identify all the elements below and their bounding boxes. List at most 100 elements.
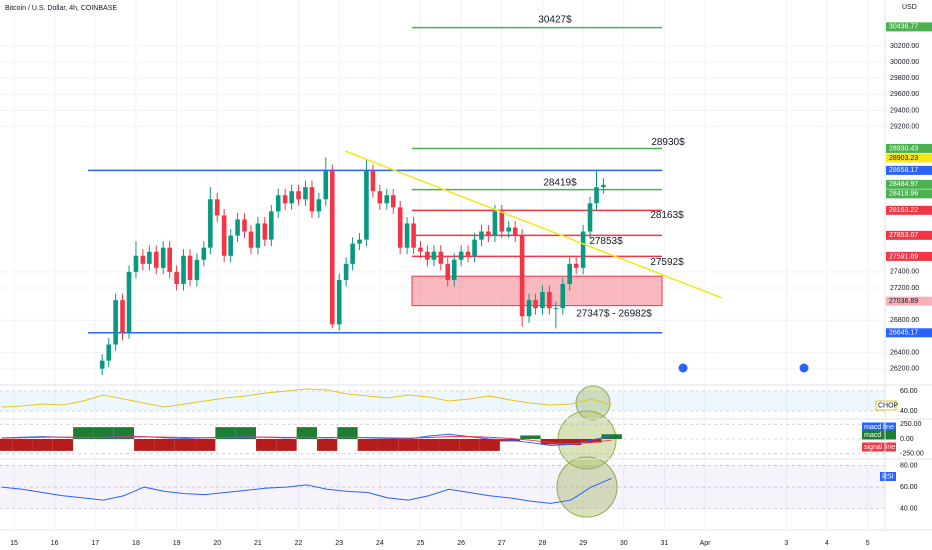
chop-line xyxy=(1,388,612,408)
pane-tick-label: 40.00 xyxy=(900,506,918,513)
macd-tag xyxy=(862,430,896,440)
chop-tag-label: CHOP xyxy=(878,402,899,409)
candle-body xyxy=(451,259,457,280)
price-tag-label: 27036.89 xyxy=(889,298,918,305)
x-tick-label: 27 xyxy=(498,540,506,547)
candle-body xyxy=(390,195,396,208)
zone-label: 27347$ - 26982$ xyxy=(576,308,652,319)
candle-body xyxy=(492,211,498,236)
candle-body xyxy=(377,191,383,204)
level-label: 27592$ xyxy=(650,257,684,268)
candle-body xyxy=(99,360,105,369)
x-tick-label: 3 xyxy=(784,540,788,547)
x-tick-label: 20 xyxy=(213,540,221,547)
price-tag xyxy=(886,251,932,261)
price-tag xyxy=(886,189,932,199)
y-tick-label: 29200.00 xyxy=(890,124,919,131)
event-flag[interactable] xyxy=(677,362,689,374)
macd-bar xyxy=(134,439,155,451)
x-tick-label: 26 xyxy=(457,540,465,547)
level-label: 28930$ xyxy=(651,137,685,148)
candle-body xyxy=(499,211,505,232)
price-tag-label: 28930.43 xyxy=(889,145,918,152)
candle-body xyxy=(560,283,566,309)
macd-tag-label: signal line xyxy=(864,444,895,451)
price-tag-label: 26645.17 xyxy=(889,330,918,337)
x-tick-label: 28 xyxy=(539,540,547,547)
y-tick-label: 26200.00 xyxy=(890,366,919,373)
chop-tag xyxy=(875,400,897,411)
candle-body xyxy=(248,231,254,248)
candle-body xyxy=(323,171,329,200)
trend-line xyxy=(344,150,723,299)
macd-bar xyxy=(93,427,114,439)
macd-tag-label: macd line xyxy=(864,424,894,431)
candle-body xyxy=(336,279,342,325)
candle-body xyxy=(153,251,159,268)
x-tick-label: 18 xyxy=(132,540,140,547)
candle-body xyxy=(140,255,146,264)
price-tag xyxy=(886,22,932,32)
price-tag xyxy=(886,296,932,306)
candle-body xyxy=(425,251,430,260)
y-tick-label: 26800.00 xyxy=(890,317,919,324)
macd-bar xyxy=(32,439,53,451)
macd-bar xyxy=(235,427,257,439)
candle-body xyxy=(309,187,315,212)
pane-tick-label: 0.00 xyxy=(900,436,914,443)
candle-body xyxy=(512,227,518,236)
macd-bar xyxy=(337,427,358,439)
candle-body xyxy=(289,191,294,204)
price-tag-label: 28658.17 xyxy=(889,167,918,174)
candle-body xyxy=(194,259,200,280)
highlight-circle xyxy=(556,456,618,518)
macd-tag xyxy=(862,422,896,432)
x-tick-label: 24 xyxy=(376,540,384,547)
candle-body xyxy=(418,247,423,252)
price-tag-label: 28418.96 xyxy=(889,191,918,198)
macd-tag-label: macd xyxy=(864,432,881,439)
price-tag xyxy=(886,143,932,153)
price-tag-label: 27591.89 xyxy=(889,253,918,260)
candle-body xyxy=(540,292,545,309)
y-tick-label: 29800.00 xyxy=(890,75,919,82)
macd-bar xyxy=(174,439,196,451)
macd-bar xyxy=(601,434,622,439)
macd-bar xyxy=(540,439,561,445)
candle-body xyxy=(269,211,274,240)
candle-body xyxy=(357,239,362,244)
price-tag-label: 27853.07 xyxy=(889,232,918,239)
price-tag-label: 28484.97 xyxy=(889,181,918,188)
candle-body xyxy=(106,344,112,361)
macd-bar xyxy=(215,427,236,439)
candle-body xyxy=(553,308,559,310)
price-tag-label: 30436.77 xyxy=(889,24,918,31)
candle-body xyxy=(465,251,471,256)
candle-body xyxy=(296,191,301,200)
candle-body xyxy=(174,271,179,284)
macd-bar xyxy=(317,439,338,451)
candle-body xyxy=(587,203,593,232)
price-tag xyxy=(886,328,932,338)
event-flag[interactable] xyxy=(798,362,810,374)
x-tick-label: 19 xyxy=(173,540,181,547)
rsi-band xyxy=(0,465,885,509)
macd-bar xyxy=(154,439,175,451)
rsi-tag xyxy=(880,472,896,481)
macd-bar xyxy=(12,439,33,451)
pane-tick-label: 60.00 xyxy=(900,388,918,395)
macd-bar xyxy=(276,439,297,451)
candle-body xyxy=(329,171,335,325)
y-tick-label: 29400.00 xyxy=(890,107,919,114)
candle-body xyxy=(567,263,572,284)
price-tag xyxy=(886,179,932,189)
candle-body xyxy=(397,207,403,248)
price-tag xyxy=(886,230,932,240)
macd-bar xyxy=(113,427,135,439)
macd-bar xyxy=(459,439,480,451)
candle-body xyxy=(472,239,477,256)
price-tag-label: 28903.23 xyxy=(889,155,918,162)
candle-body xyxy=(235,219,240,236)
x-tick-label: 21 xyxy=(254,540,262,547)
